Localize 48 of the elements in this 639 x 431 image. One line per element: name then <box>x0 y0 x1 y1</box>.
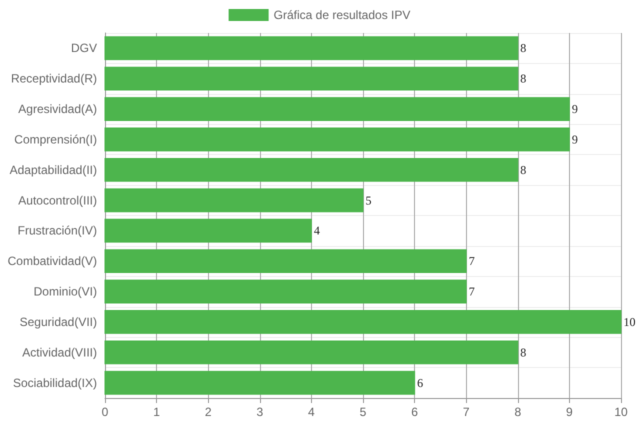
data-label: 8 <box>520 72 526 86</box>
legend-label: Gráfica de resultados IPV <box>274 8 410 22</box>
bar <box>104 158 518 182</box>
x-tick-label: 9 <box>566 405 574 419</box>
bar <box>104 128 570 152</box>
bar <box>104 97 570 121</box>
data-label: 8 <box>520 162 526 177</box>
data-label: 6 <box>417 376 424 390</box>
x-tick-label: 7 <box>462 405 470 419</box>
y-tick-label: Adaptabilidad(II) <box>10 162 97 177</box>
bar <box>104 66 518 91</box>
bar <box>104 218 312 243</box>
x-tick-label: 3 <box>256 405 264 419</box>
data-label: 7 <box>468 254 475 268</box>
y-tick-label: Receptividad(R) <box>10 72 97 86</box>
y-tick-label: Sociabilidad(IX) <box>12 376 97 390</box>
y-tick-label: Actividad(VIII) <box>22 345 97 360</box>
x-tick-label: 5 <box>360 405 367 419</box>
y-tick-label: Seguridad(VII) <box>20 314 97 329</box>
y-tick-label: Comprensión(I) <box>14 132 97 146</box>
data-label: 5 <box>366 193 372 208</box>
data-label: 10 <box>624 314 636 329</box>
bar <box>104 310 622 334</box>
x-tick-label: 8 <box>514 405 522 419</box>
y-tick-label: Dominio(VI) <box>34 284 97 299</box>
x-tick-label: 1 <box>153 405 160 419</box>
bar <box>104 280 467 304</box>
bar <box>104 340 518 364</box>
x-tick-label: 10 <box>614 405 628 419</box>
data-label: 9 <box>572 132 578 146</box>
x-tick-label: 6 <box>411 405 418 419</box>
bar <box>104 36 518 60</box>
x-tick-label: 0 <box>102 405 109 419</box>
data-label: 4 <box>314 224 320 238</box>
bar <box>104 188 364 212</box>
bar <box>104 249 467 274</box>
y-tick-label: DGV <box>70 41 97 56</box>
y-tick-label: Frustración(IV) <box>18 224 97 238</box>
data-label: 7 <box>468 284 475 299</box>
y-tick-label: Autocontrol(III) <box>18 193 97 208</box>
x-tick-label: 4 <box>308 405 316 419</box>
bar <box>104 370 416 395</box>
y-tick-label: Combatividad(V) <box>8 254 97 268</box>
data-label: 9 <box>572 102 578 116</box>
x-tick-label: 2 <box>204 405 212 419</box>
data-label: 8 <box>520 41 526 56</box>
y-tick-label: Agresividad(A) <box>18 102 97 116</box>
data-label: 8 <box>520 345 526 360</box>
